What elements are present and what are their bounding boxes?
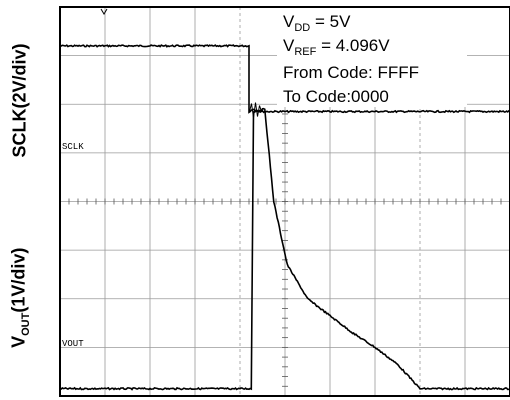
annotation-to-code: To Code:0000	[283, 87, 389, 106]
plot-frame	[59, 6, 510, 397]
annotation-from-code: From Code: FFFF	[283, 63, 419, 82]
channel-label-sclk: SCLK	[62, 142, 84, 152]
annotation-vdd: VDD = 5V	[283, 12, 351, 34]
sclk-trace	[59, 44, 510, 114]
annotation-box	[277, 7, 467, 107]
sclk-glitch	[249, 102, 262, 118]
traces	[59, 44, 510, 391]
channel-label-vout: VOUT	[62, 339, 84, 349]
annotation-vref: VREF = 4.096V	[283, 36, 390, 58]
trigger-marker	[100, 8, 108, 15]
vout-trace	[59, 107, 510, 391]
